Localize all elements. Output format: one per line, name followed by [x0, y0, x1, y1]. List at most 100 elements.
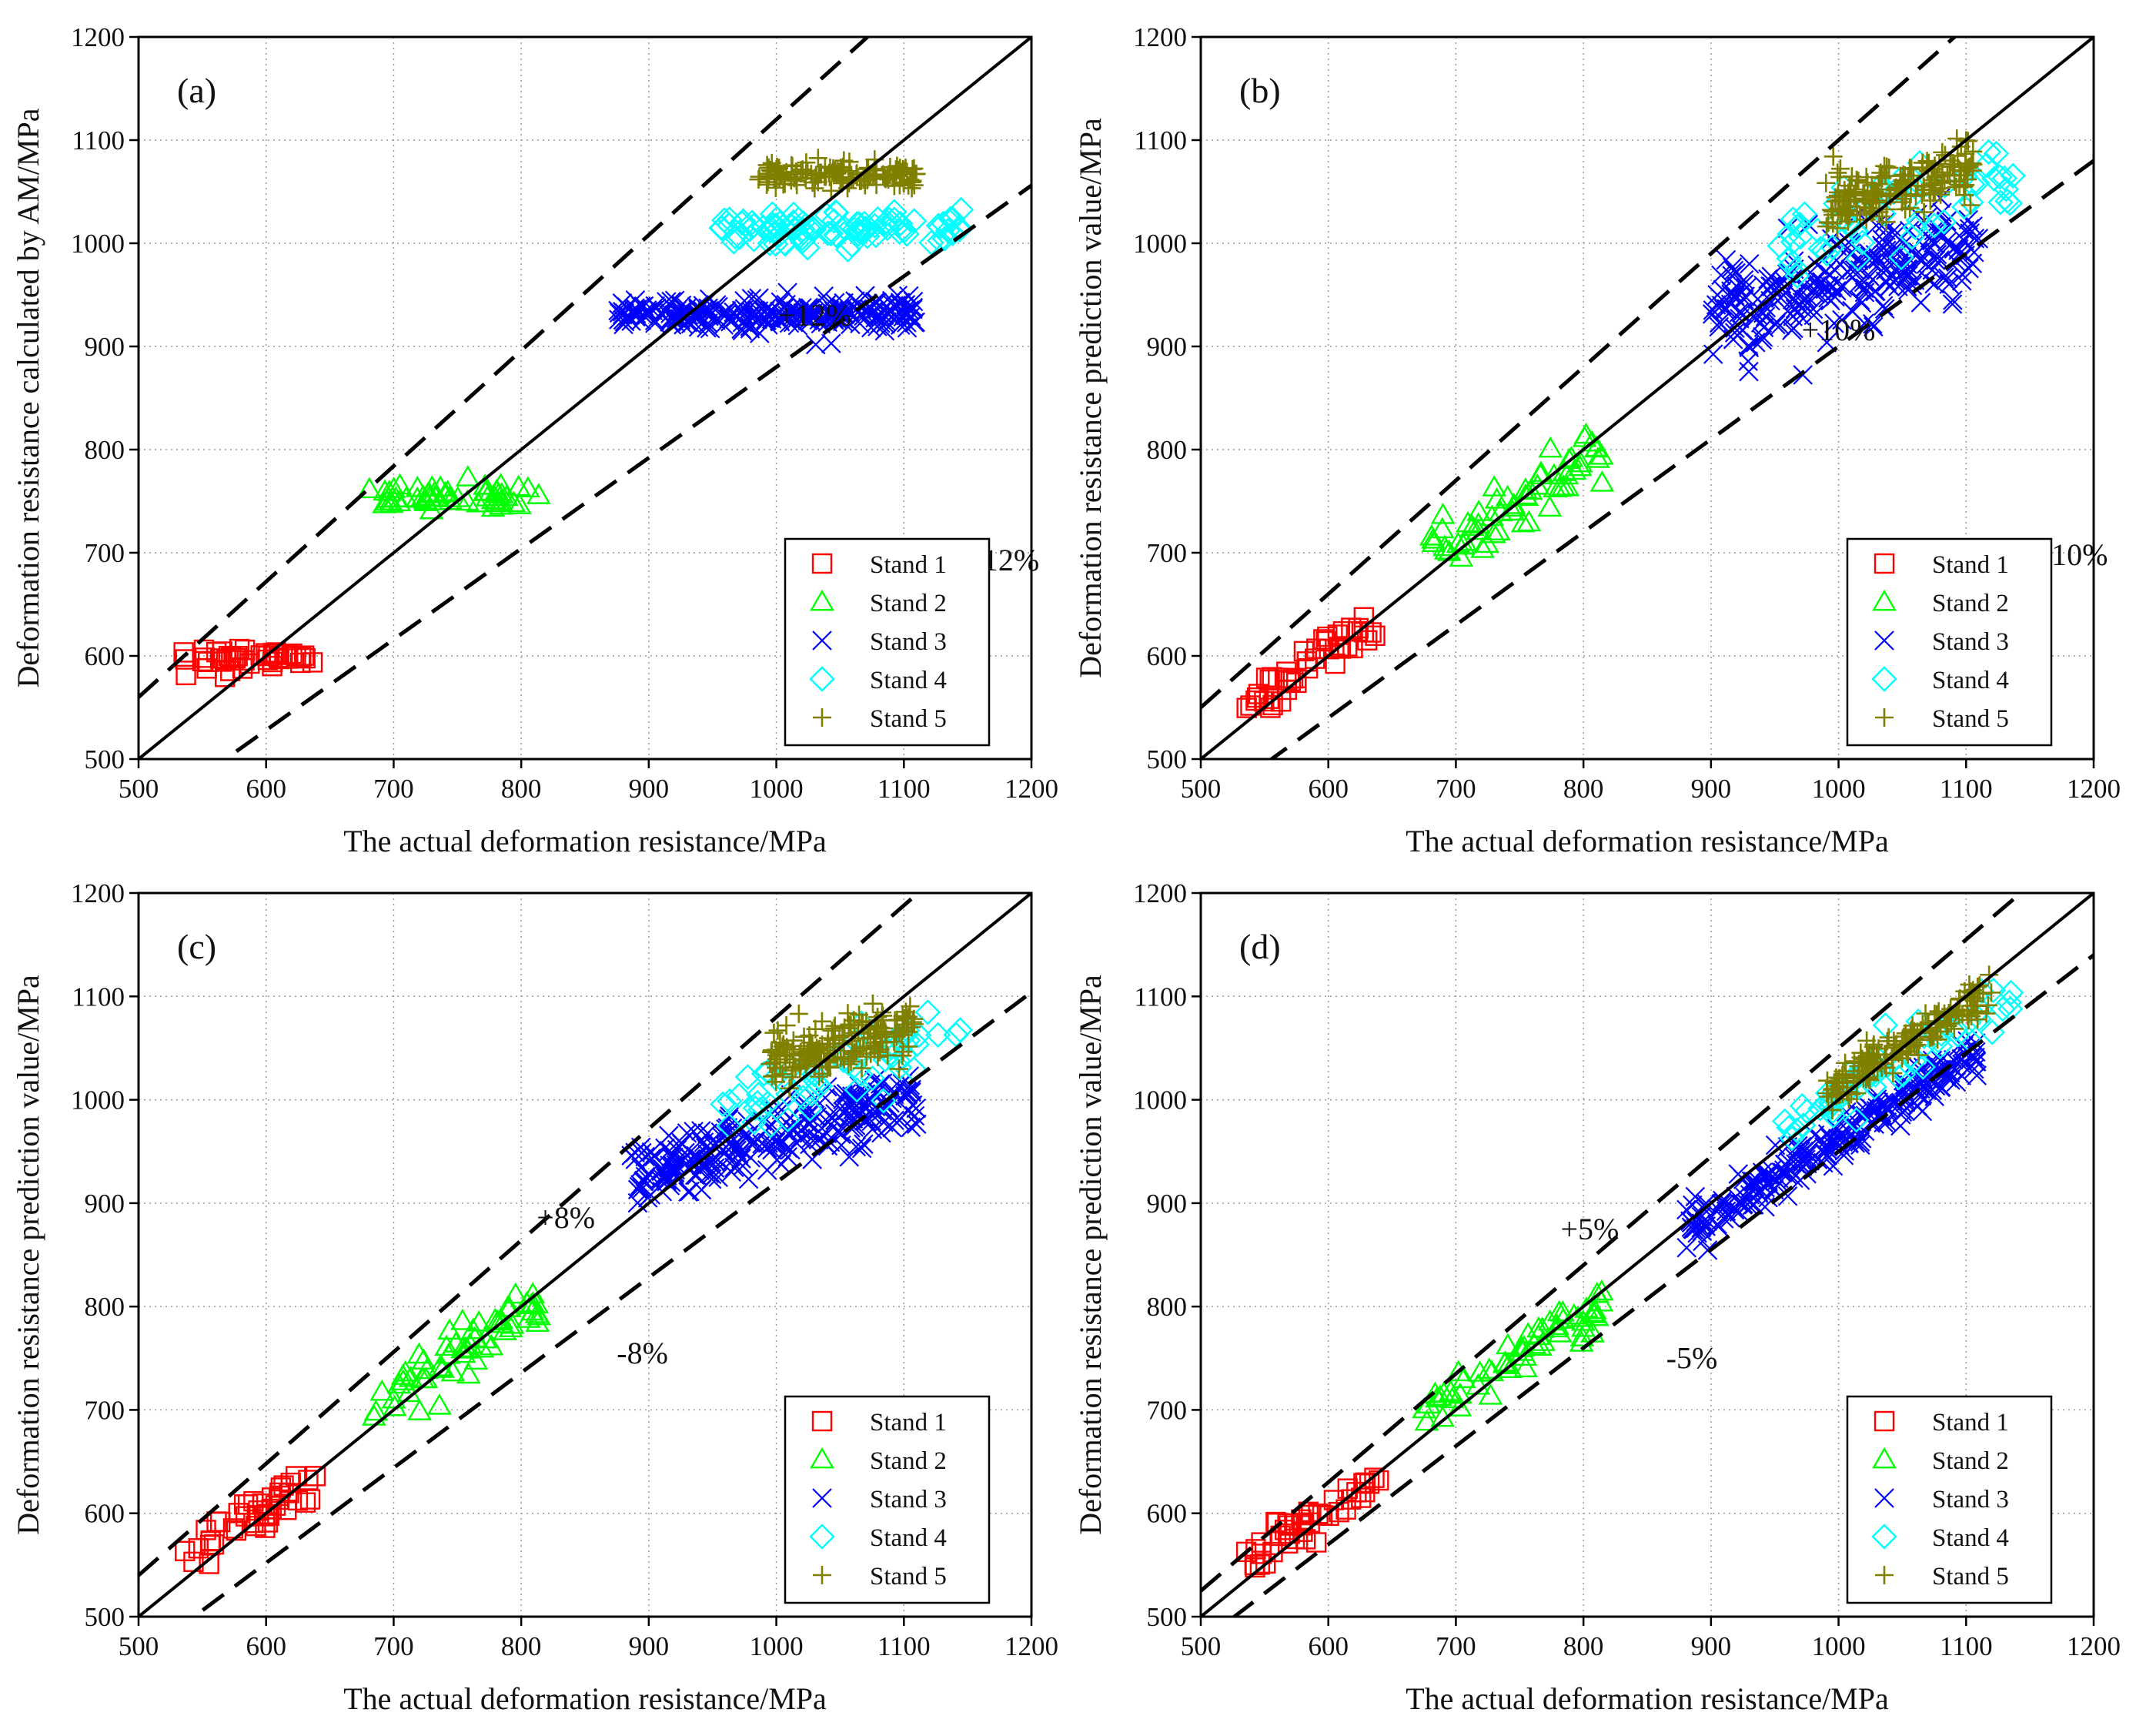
data-point: [1888, 244, 1914, 271]
data-point: [1819, 212, 1838, 232]
x-marker-icon: [1874, 631, 1894, 651]
y-tick-label: 1000: [1133, 229, 1187, 259]
data-point: [1837, 192, 1857, 211]
data-point: [1892, 192, 1911, 212]
data-point: [767, 222, 793, 248]
data-point: [1582, 1297, 1607, 1320]
data-point: [1973, 152, 2000, 179]
data-point: [726, 1082, 752, 1109]
data-point: [1419, 523, 1444, 546]
data-point: [1890, 175, 1910, 194]
data-point: [293, 645, 315, 666]
data-point: [889, 1059, 908, 1079]
data-point: [1832, 278, 1852, 298]
series-layer: [1236, 129, 2026, 718]
data-point: [800, 1113, 821, 1134]
data-point: [1931, 222, 1951, 243]
data-point: [220, 661, 241, 681]
band-label: -8%: [617, 1336, 668, 1370]
data-point: [901, 1117, 921, 1137]
y-tick-label: 900: [85, 332, 125, 362]
data-point: [269, 648, 290, 670]
data-point: [1582, 1302, 1607, 1323]
y-tick-label: 700: [85, 1395, 125, 1425]
data-point: [1720, 1208, 1740, 1228]
data-point: [640, 1185, 661, 1205]
data-point: [1430, 503, 1456, 524]
data-point: [897, 313, 917, 333]
data-point: [375, 489, 399, 511]
data-point: [362, 1404, 386, 1426]
legend-item: Stand 5: [813, 705, 947, 733]
data-point: [1676, 1238, 1696, 1258]
data-point: [1823, 1156, 1844, 1176]
data-point: [1956, 144, 1975, 163]
data-point: [814, 220, 841, 246]
data-point: [356, 477, 382, 499]
data-point: [1863, 185, 1882, 204]
data-point: [850, 1005, 869, 1025]
data-point: [769, 159, 788, 178]
legend-label: Stand 4: [1932, 667, 2009, 694]
data-point: [1951, 194, 1977, 220]
data-point: [780, 209, 807, 236]
data-point: [887, 210, 914, 237]
data-point: [895, 295, 916, 315]
data-point: [175, 664, 196, 686]
data-point: [1823, 206, 1843, 225]
data-point: [762, 300, 783, 320]
reference-lines: [1201, 37, 2094, 759]
legend: Stand 1 Stand 2 Stand 3 Stand 4 Stand 5: [1846, 1395, 2053, 1604]
data-point: [823, 222, 849, 248]
y-tick-label: 600: [1147, 641, 1188, 671]
y-tick-label: 1000: [71, 1085, 125, 1116]
data-point: [1942, 294, 1963, 314]
data-point: [867, 316, 887, 336]
data-point: [414, 1357, 440, 1380]
legend-item: Stand 4: [1871, 666, 2009, 694]
data-point: [1286, 672, 1307, 694]
data-point: [1428, 1384, 1452, 1406]
data-point: [1964, 1059, 1984, 1079]
data-point: [1452, 1366, 1476, 1389]
error-band-line: [190, 990, 1031, 1617]
data-point: [489, 482, 514, 503]
legend-label: Stand 3: [1932, 1486, 2009, 1514]
x-tick-label: 900: [629, 1631, 670, 1661]
series-stand-4: [1767, 139, 2026, 289]
x-tick-label: 1100: [877, 1631, 931, 1661]
x-tick-label: 1100: [1940, 774, 1993, 804]
x-tick-label: 1200: [2067, 774, 2121, 804]
data-point: [807, 1072, 834, 1099]
legend-item: Stand 2: [810, 1447, 947, 1475]
x-tick-label: 1000: [750, 1631, 804, 1661]
data-point: [768, 1021, 787, 1040]
x-tick-label: 800: [501, 774, 542, 804]
data-point: [440, 1360, 466, 1382]
data-point: [1767, 312, 1787, 332]
identity-line: [139, 893, 1031, 1617]
data-point: [427, 1393, 452, 1415]
legend-label: Stand 3: [1932, 628, 2009, 656]
data-point: [1847, 1102, 1867, 1123]
data-point: [1932, 226, 1953, 247]
data-point: [889, 1076, 910, 1097]
data-point: [386, 1372, 412, 1394]
data-point: [1876, 166, 1895, 186]
data-point: [1936, 146, 1955, 165]
data-point: [901, 997, 920, 1016]
data-point: [839, 1146, 860, 1167]
data-point: [853, 1094, 874, 1115]
data-point: [1899, 224, 1925, 250]
x-tick-label: 1100: [877, 774, 931, 804]
legend-label: Stand 5: [1932, 1563, 2009, 1590]
x-axis-title: The actual deformation resistance/MPa: [343, 1681, 827, 1716]
data-point: [1814, 1137, 1834, 1157]
x-tick-label: 700: [373, 1631, 414, 1661]
data-point: [740, 226, 767, 253]
data-point: [286, 1466, 306, 1487]
y-tick-label: 1200: [71, 878, 125, 908]
data-point: [1319, 1505, 1339, 1527]
legend-item: Stand 1: [1874, 551, 2009, 579]
data-point: [1755, 306, 1776, 326]
